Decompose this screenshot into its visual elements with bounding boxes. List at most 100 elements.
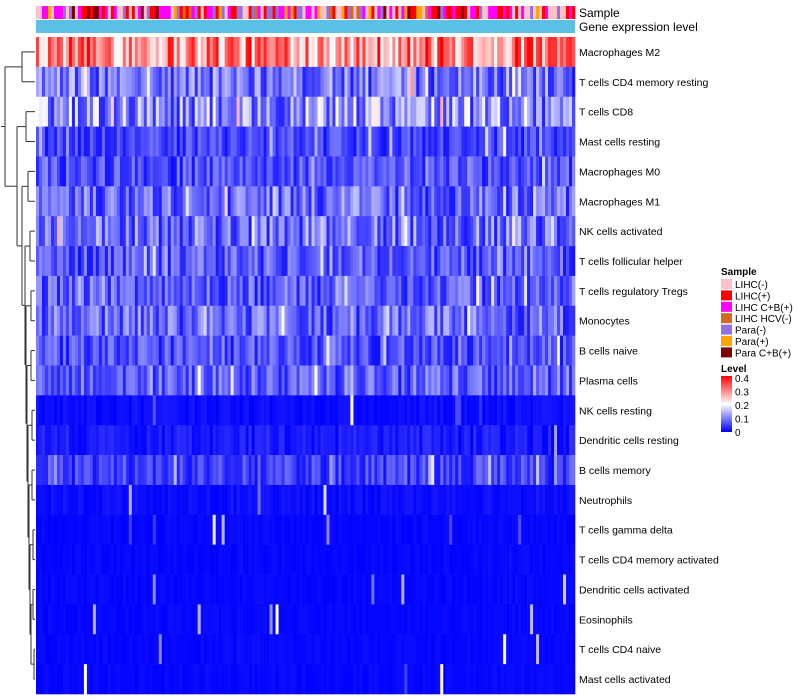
heatmap-cell	[224, 126, 228, 157]
heatmap-cell	[113, 305, 118, 336]
heatmap-cell	[233, 544, 237, 575]
row-label: T cells CD8	[579, 107, 633, 119]
heatmap-cell	[365, 186, 369, 217]
heatmap-cell	[260, 275, 264, 307]
heatmap-cell	[50, 186, 55, 217]
heatmap-cell	[98, 275, 103, 307]
heatmap-cell	[245, 574, 249, 605]
heatmap-cell	[110, 664, 115, 695]
heatmap-cell	[509, 66, 513, 98]
heatmap-cell	[407, 634, 411, 665]
heatmap-cell	[251, 156, 255, 187]
heatmap-cell	[239, 395, 243, 426]
heatmap-cell	[332, 634, 336, 665]
heatmap-cell	[437, 604, 441, 635]
heatmap-cell	[530, 455, 534, 486]
heatmap-cell	[431, 634, 435, 665]
heatmap-cell	[308, 365, 312, 396]
heatmap-cell	[251, 455, 255, 486]
heatmap-cell	[155, 66, 160, 98]
heatmap-cell	[341, 126, 345, 157]
heatmap-cell	[404, 246, 408, 277]
heatmap-cell	[545, 365, 549, 396]
heatmap-cell	[461, 395, 465, 426]
heatmap-cell	[83, 96, 88, 127]
heatmap-cell	[479, 66, 483, 98]
heatmap-cell	[461, 186, 465, 217]
heatmap-cell	[461, 425, 465, 456]
heatmap-cell	[326, 634, 330, 665]
heatmap-cell	[371, 634, 375, 665]
heatmap-cell	[101, 186, 106, 217]
heatmap-cell	[272, 425, 276, 456]
heatmap-cell	[65, 574, 70, 605]
heatmap-cell	[77, 634, 82, 665]
heatmap-cell	[497, 514, 501, 545]
heatmap-cell	[488, 216, 492, 247]
heatmap-cell	[206, 335, 210, 366]
sample-cell	[362, 6, 366, 19]
heatmap-cell	[83, 484, 88, 516]
heatmap-cell	[182, 544, 187, 575]
heatmap-cell	[95, 514, 100, 545]
heatmap-cell	[36, 186, 40, 217]
heatmap-cell	[167, 216, 172, 247]
heatmap-cell	[497, 156, 501, 187]
heatmap-cell	[164, 514, 169, 545]
heatmap-cell	[419, 186, 423, 217]
heatmap-cell	[383, 395, 387, 426]
heatmap-cell	[179, 305, 184, 336]
heatmap-cell	[512, 365, 516, 396]
heatmap-cell	[341, 156, 345, 187]
heatmap-cell	[110, 514, 115, 545]
heatmap-cell	[233, 96, 237, 127]
heatmap-cell	[359, 275, 363, 307]
sample-cell	[44, 6, 49, 19]
heatmap-cell	[194, 335, 198, 366]
heatmap-cell	[392, 484, 396, 516]
heatmap-cell	[275, 216, 279, 247]
heatmap-cell	[524, 126, 528, 157]
heatmap-cell	[278, 574, 282, 605]
heatmap-cell	[191, 395, 195, 426]
heatmap-cell	[80, 37, 85, 68]
heatmap-cell	[356, 365, 360, 396]
heatmap-cell	[194, 425, 198, 456]
heatmap-cell	[512, 66, 516, 98]
heatmap-cell	[452, 156, 456, 187]
heatmap-cell	[89, 455, 94, 486]
heatmap-cell	[308, 514, 312, 545]
heatmap-cell	[560, 604, 564, 635]
heatmap-cell	[185, 275, 190, 307]
heatmap-cell	[452, 484, 456, 516]
heatmap-cell	[407, 156, 411, 187]
heatmap-cell	[503, 455, 507, 486]
heatmap-cell	[557, 365, 561, 396]
heatmap-cell	[212, 305, 216, 336]
heatmap-cell	[272, 66, 276, 98]
heatmap-cell	[431, 574, 435, 605]
heatmap-cell	[113, 96, 118, 127]
heatmap-cell	[107, 664, 112, 695]
heatmap-cell	[503, 305, 507, 336]
heatmap-cell	[461, 246, 465, 277]
heatmap-cell	[245, 484, 249, 516]
heatmap-cell	[383, 37, 387, 68]
heatmap-cell	[95, 335, 100, 366]
heatmap-cell	[359, 425, 363, 456]
heatmap-cell	[521, 37, 525, 68]
heatmap-cell	[518, 275, 522, 307]
heatmap-cell	[188, 484, 193, 516]
heatmap-cell	[479, 664, 483, 695]
heatmap-cell	[164, 574, 169, 605]
heatmap-cell	[320, 604, 324, 635]
heatmap-cell	[545, 156, 549, 187]
heatmap-cell	[167, 66, 172, 98]
heatmap-cell	[134, 395, 139, 426]
heatmap-cell	[410, 425, 414, 456]
heatmap-cell	[119, 425, 124, 456]
heatmap-cell	[260, 574, 264, 605]
heatmap-cell	[128, 425, 133, 456]
heatmap-cell	[521, 335, 525, 366]
heatmap-cell	[386, 335, 390, 366]
